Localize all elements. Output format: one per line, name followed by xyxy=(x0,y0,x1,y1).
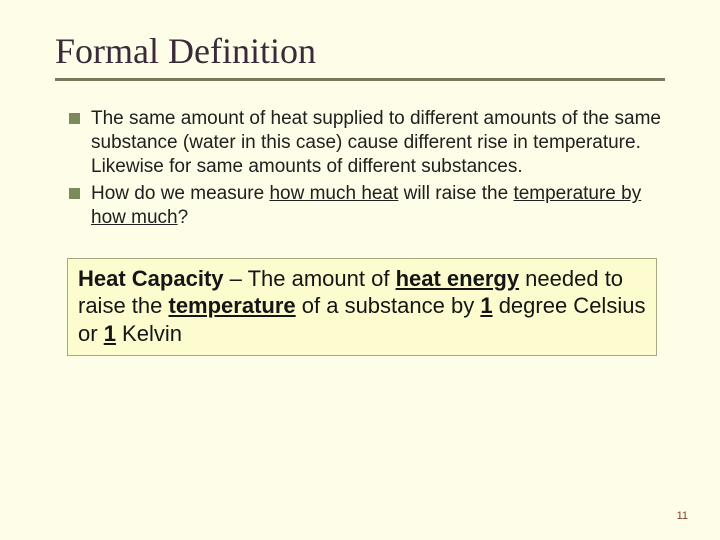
bullet-list: The same amount of heat supplied to diff… xyxy=(55,107,665,230)
slide: Formal Definition The same amount of hea… xyxy=(0,0,720,356)
definition-term: Heat Capacity xyxy=(78,266,224,291)
definition-text: Kelvin xyxy=(116,321,182,346)
bullet-text-part: ? xyxy=(178,207,189,228)
list-item: How do we measure how much heat will rai… xyxy=(69,182,665,230)
definition-text: – The amount of xyxy=(224,266,396,291)
definition-box: Heat Capacity – The amount of heat energ… xyxy=(67,258,657,357)
page-title: Formal Definition xyxy=(55,30,665,72)
definition-text: of a substance by xyxy=(296,293,481,318)
title-underline xyxy=(55,78,665,81)
bullet-text: The same amount of heat supplied to diff… xyxy=(91,108,661,177)
bullet-text-part: will raise the xyxy=(398,183,513,204)
underlined-bold-text: 1 xyxy=(480,293,492,318)
underlined-bold-text: heat energy xyxy=(396,266,520,291)
underlined-bold-text: temperature xyxy=(169,293,296,318)
underlined-bold-text: 1 xyxy=(104,321,116,346)
underlined-text: how much heat xyxy=(269,183,398,204)
list-item: The same amount of heat supplied to diff… xyxy=(69,107,665,178)
bullet-text-part: How do we measure xyxy=(91,183,269,204)
page-number: 11 xyxy=(677,510,688,522)
